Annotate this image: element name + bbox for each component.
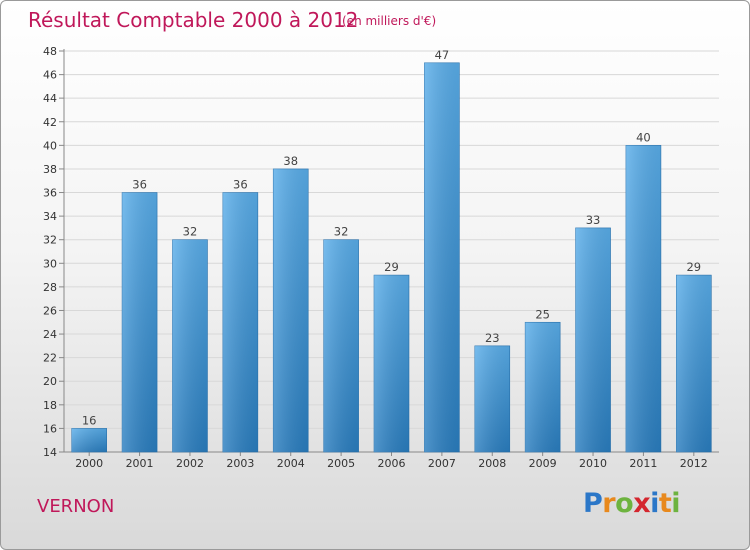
logo-letter-4: i [650,488,659,519]
logo-letter-1: r [602,488,616,519]
bar-shade-2011 [625,145,661,452]
bar-shade-2010 [575,227,611,452]
x-tick-label-2008: 2008 [478,457,506,470]
y-tick-label-34: 34 [43,210,57,223]
bar-shade-2000 [71,428,107,452]
logo-letter-5: t [658,488,672,519]
y-tick-label-30: 30 [43,257,57,270]
logo-letter-6: i [671,488,681,519]
data-label-2008: 23 [485,331,500,345]
y-tick-label-38: 38 [43,163,57,176]
x-tick-label-2009: 2009 [529,457,557,470]
x-tick-label-2003: 2003 [226,457,254,470]
y-tick-label-40: 40 [43,139,57,152]
bar-shade-2012 [676,275,712,452]
data-label-2001: 36 [132,178,147,192]
x-tick-label-2000: 2000 [75,457,103,470]
x-tick-label-2012: 2012 [680,457,708,470]
logo-letter-2: o [615,488,634,519]
proxiti-logo: Proxiti [583,488,681,519]
x-tick-label-2005: 2005 [327,457,355,470]
data-label-2009: 25 [535,307,550,321]
y-tick-label-48: 48 [43,45,57,58]
data-label-2012: 29 [686,260,701,274]
logo-letter-0: P [583,488,603,519]
bar-shade-2005 [323,239,359,452]
y-tick-label-26: 26 [43,304,57,317]
bar-shade-2007 [424,62,460,452]
x-tick-label-2004: 2004 [277,457,305,470]
bar-shade-2002 [172,239,208,452]
y-tick-label-32: 32 [43,234,57,247]
data-label-2000: 16 [82,413,97,427]
x-tick-label-2007: 2007 [428,457,456,470]
bar-shade-2001 [122,192,158,452]
bars [71,62,712,453]
data-label-2005: 32 [334,225,349,239]
city-name: VERNON [37,496,115,517]
y-tick-label-24: 24 [43,328,57,341]
x-tick-label-2001: 2001 [126,457,154,470]
x-tick-label-2011: 2011 [629,457,657,470]
data-label-2007: 47 [435,48,450,62]
y-tick-label-42: 42 [43,116,57,129]
data-label-2003: 36 [233,178,248,192]
y-tick-label-18: 18 [43,399,57,412]
chart-title: Résultat Comptable 2000 à 2012 [28,8,359,32]
y-tick-label-36: 36 [43,187,57,200]
data-label-2011: 40 [636,130,651,144]
y-tick-label-20: 20 [43,375,57,388]
bar-shade-2006 [374,275,409,452]
y-tick-label-22: 22 [43,352,57,365]
bar-shade-2003 [222,192,258,452]
data-label-2002: 32 [183,225,198,239]
labels: 14 16 18 20 22 24 26 28 30 32 34 36 38 40 42 44 46 48 2000… [43,45,708,470]
x-tick-label-2006: 2006 [378,457,406,470]
y-tick-label-28: 28 [43,281,57,294]
chart-subtitle: (en milliers d'€) [342,14,437,28]
y-tick-label-14: 14 [43,446,57,459]
data-label-2006: 29 [384,260,399,274]
x-tick-label-2010: 2010 [579,457,607,470]
bar-shade-2008 [474,345,510,452]
bar-shade-2009 [525,322,561,452]
y-tick-label-44: 44 [43,92,57,105]
data-label-2010: 33 [586,213,601,227]
y-tick-label-16: 16 [43,422,57,435]
x-tick-label-2002: 2002 [176,457,204,470]
y-tick-label-46: 46 [43,69,57,82]
data-label-2004: 38 [283,154,298,168]
logo-letter-3: x [633,488,651,519]
bar-shade-2004 [273,168,309,453]
